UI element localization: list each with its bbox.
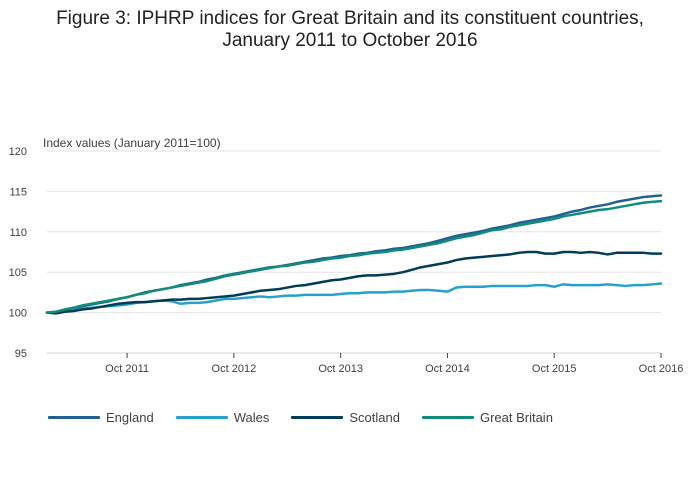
x-tick-label-2: Oct 2013 xyxy=(318,363,363,375)
chart-title: Figure 3: IPHRP indices for Great Britai… xyxy=(0,8,700,52)
y-tick-label-95: 95 xyxy=(15,348,27,360)
legend-swatch-england xyxy=(48,415,100,419)
y-tick-label-120: 120 xyxy=(9,146,27,158)
legend-item-england[interactable]: England xyxy=(48,410,154,425)
legend-swatch-great-britain xyxy=(421,415,474,419)
legend-swatch-scotland xyxy=(291,415,344,419)
series-line-wales xyxy=(45,282,663,314)
chart-title-line-1: Figure 3: IPHRP indices for Great Britai… xyxy=(56,8,644,29)
legend-item-scotland[interactable]: Scotland xyxy=(291,410,400,425)
legend-item-wales[interactable]: Wales xyxy=(175,409,270,425)
x-tick-label-4: Oct 2015 xyxy=(532,363,577,375)
chart-title-line-2: January 2011 to October 2016 xyxy=(222,30,478,51)
y-tick-label-105: 105 xyxy=(9,267,27,279)
x-tick-label-1: Oct 2012 xyxy=(212,363,257,375)
legend-label-scotland: Scotland xyxy=(349,409,400,425)
chart-legend: England Wales Scotland Great Britain xyxy=(48,408,575,426)
legend-item-great-britain[interactable]: Great Britain xyxy=(421,409,553,425)
series-line-great-britain xyxy=(45,199,663,314)
x-tick-label-5: Oct 2016 xyxy=(639,363,684,375)
legend-label-england: England xyxy=(106,409,154,425)
y-tick-label-110: 110 xyxy=(9,227,27,239)
legend-label-wales: Wales xyxy=(233,409,270,425)
legend-swatch-wales xyxy=(175,415,228,419)
legend-label-great-britain: Great Britain xyxy=(479,409,553,425)
y-tick-label-100: 100 xyxy=(9,308,27,320)
x-tick-label-0: Oct 2011 xyxy=(105,363,149,375)
y-tick-label-115: 115 xyxy=(9,186,27,198)
series-line-scotland xyxy=(45,250,663,315)
y-axis-title: Index values (January 2011=100) xyxy=(43,136,221,150)
x-tick-label-3: Oct 2014 xyxy=(425,363,470,375)
